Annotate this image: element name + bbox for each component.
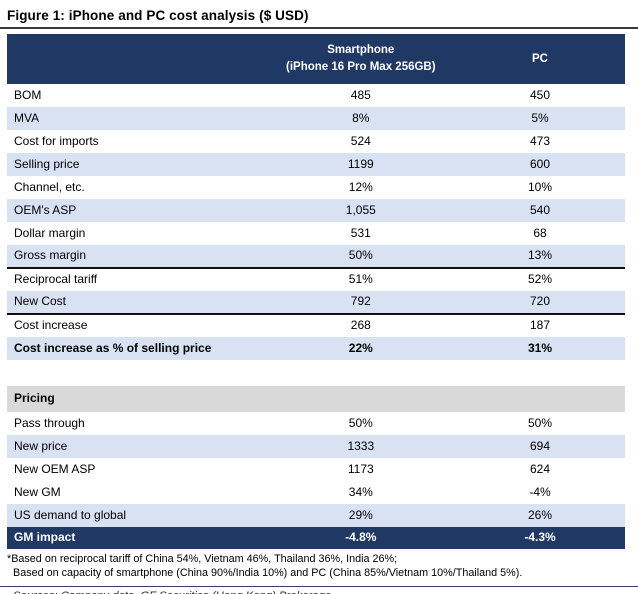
pc-value: 473 <box>530 133 551 148</box>
pc-value: 5% <box>531 110 549 125</box>
pc-value: 10% <box>528 179 553 194</box>
pc-value: 694 <box>530 438 551 453</box>
row-label: Pass through <box>14 415 85 430</box>
header-pc-cell: PC <box>455 34 625 84</box>
table-row: OEM's ASP 1,055 540 <box>7 199 625 222</box>
footnote-line-2: Based on capacity of smartphone (China 9… <box>13 566 523 579</box>
sources-line: Sources: Company data, GF Securities (Ho… <box>0 585 638 594</box>
section-header-row: Pricing <box>7 386 625 412</box>
table-row: MVA 8% 5% <box>7 107 625 130</box>
row-label: New OEM ASP <box>14 461 96 476</box>
smartphone-value: 50% <box>266 245 456 269</box>
pc-value: 26% <box>528 507 553 522</box>
pc-value: 600 <box>530 156 551 171</box>
spacer-row <box>7 360 625 386</box>
pc-value: 624 <box>530 461 551 476</box>
smartphone-value: 8% <box>352 110 370 125</box>
spacer-cell <box>7 360 625 386</box>
smartphone-value: 29% <box>348 507 373 522</box>
table-row: Cost for imports 524 473 <box>7 130 625 153</box>
pc-value: 50% <box>528 415 553 430</box>
smartphone-value: 51% <box>348 272 373 287</box>
pc-value: 187 <box>530 318 551 333</box>
cost-analysis-table: Smartphone (iPhone 16 Pro Max 256GB) PC … <box>7 34 625 549</box>
footnote-line-1: *Based on reciprocal tariff of China 54%… <box>7 553 398 565</box>
row-label: Gross margin <box>7 245 267 269</box>
section-label: Pricing <box>14 391 55 406</box>
smartphone-value: 1,055 <box>345 202 376 217</box>
row-label: Channel, etc. <box>14 179 85 194</box>
smartphone-value: 485 <box>350 87 371 102</box>
table-row: New OEM ASP 1173 624 <box>7 458 625 481</box>
row-label: OEM's ASP <box>14 202 77 217</box>
table-row: Gross margin 50% 13% <box>7 245 625 269</box>
row-label: New Cost <box>7 291 267 315</box>
pc-value: 68 <box>533 225 547 240</box>
table-row: Selling price 1199 600 <box>7 153 625 176</box>
total-row: GM impact -4.8% -4.3% <box>7 527 625 549</box>
smartphone-value: 34% <box>348 484 373 499</box>
table-row: Cost increase as % of selling price 22% 31… <box>7 337 625 360</box>
pc-value: 540 <box>530 202 551 217</box>
header-row: Smartphone (iPhone 16 Pro Max 256GB) PC <box>7 34 625 84</box>
smartphone-value: 531 <box>350 225 371 240</box>
header-empty-cell <box>7 34 267 84</box>
header-smartphone-line1: Smartphone <box>327 44 395 57</box>
header-smartphone-line2: (iPhone 16 Pro Max 256GB) <box>286 61 436 73</box>
row-label: BOM <box>14 87 42 102</box>
row-label: Selling price <box>14 156 80 171</box>
table-header: Smartphone (iPhone 16 Pro Max 256GB) PC <box>7 34 625 84</box>
row-label: MVA <box>14 110 40 125</box>
table-container: Smartphone (iPhone 16 Pro Max 256GB) PC … <box>7 34 625 549</box>
row-label: Dollar margin <box>14 225 86 240</box>
table-row: New GM 34% -4% <box>7 481 625 504</box>
table-row: BOM 485 450 <box>7 84 625 107</box>
smartphone-value: 12% <box>348 179 373 194</box>
row-label: Reciprocal tariff <box>14 272 98 287</box>
smartphone-value: 792 <box>266 291 456 315</box>
pc-value: -4.3% <box>524 530 556 545</box>
table-row: US demand to global 29% 26% <box>7 504 625 527</box>
table-row: Cost increase 268 187 <box>7 314 625 337</box>
pc-value: 720 <box>455 291 625 315</box>
row-label: New GM <box>14 484 61 499</box>
row-label: Cost for imports <box>14 133 99 148</box>
smartphone-value: 1173 <box>347 461 374 476</box>
row-label: New price <box>14 438 68 453</box>
pc-value: -4% <box>529 484 551 499</box>
pc-value: 31% <box>528 340 553 355</box>
pc-value: 450 <box>530 87 551 102</box>
table-row: New price 1333 694 <box>7 435 625 458</box>
smartphone-value: 1333 <box>347 438 375 453</box>
smartphone-value: 524 <box>350 133 371 148</box>
row-label: GM impact <box>14 530 76 545</box>
row-label: Cost increase as % of selling price <box>14 340 212 355</box>
smartphone-value: 1199 <box>347 156 374 171</box>
smartphone-value: -4.8% <box>345 530 377 545</box>
figure-title: Figure 1: iPhone and PC cost analysis ($… <box>0 0 638 29</box>
smartphone-value: 22% <box>348 340 373 355</box>
table-body: BOM 485 450 MVA 8% 5% Cost for imports 524 473 Se… <box>7 84 625 549</box>
smartphone-value: 268 <box>350 318 371 333</box>
pc-value: 13% <box>455 245 625 269</box>
table-row: Pass through 50% 50% <box>7 412 625 435</box>
table-row: Channel, etc. 12% 10% <box>7 176 625 199</box>
pc-value: 52% <box>528 272 553 287</box>
table-row: Reciprocal tariff 51% 52% <box>7 268 625 291</box>
row-label: US demand to global <box>14 507 127 522</box>
table-row: New Cost 792 720 <box>7 291 625 315</box>
footnotes: *Based on reciprocal tariff of China 54%… <box>7 553 631 581</box>
table-row: Dollar margin 531 68 <box>7 222 625 245</box>
header-smartphone-cell: Smartphone (iPhone 16 Pro Max 256GB) <box>266 34 456 84</box>
smartphone-value: 50% <box>348 415 373 430</box>
row-label: Cost increase <box>14 318 88 333</box>
